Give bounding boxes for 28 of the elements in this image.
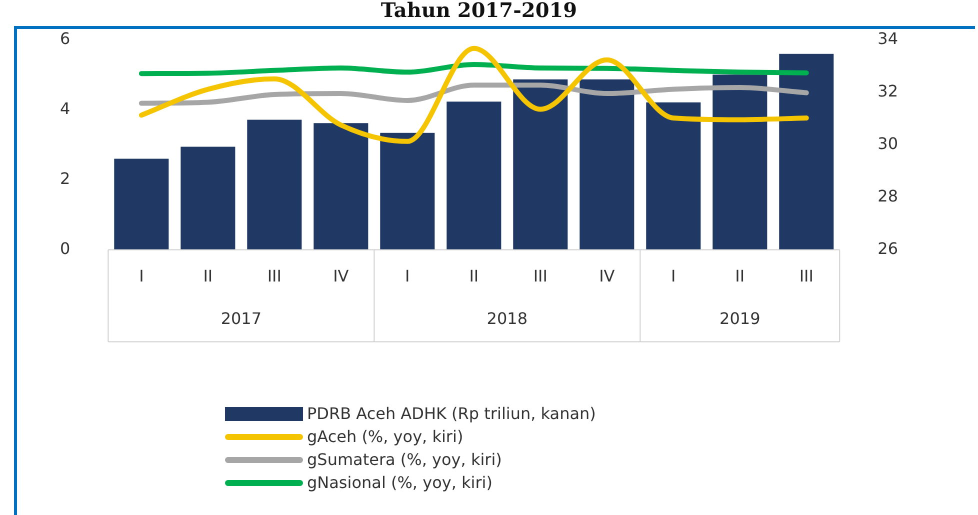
x-tick-label: I xyxy=(139,266,144,286)
text: 2017 xyxy=(220,308,262,328)
y2-tick-label: 26 xyxy=(878,238,898,258)
legend-label: PDRB Aceh ADHK (Rp triliun, kanan) xyxy=(307,404,596,423)
x-tick-label: III xyxy=(799,266,814,286)
y2-tick-label: 28 xyxy=(878,186,898,206)
x-tick-label: IV xyxy=(599,266,615,286)
x-tick-label: II xyxy=(735,266,745,286)
text: 2018 xyxy=(486,308,528,328)
y-tick-label: 2 xyxy=(60,169,70,188)
y2-tick-label: 32 xyxy=(878,82,898,101)
legend-label: gNasional (%, yoy, kiri) xyxy=(307,473,492,492)
y-tick-label: 4 xyxy=(60,99,70,118)
legend-label: gSumatera (%, yoy, kiri) xyxy=(307,450,502,469)
y-tick-label: 0 xyxy=(60,238,70,258)
x-tick-label: IV xyxy=(333,266,349,286)
x-tick-label: II xyxy=(203,266,213,286)
chart-title: Tahun 2017-2019 xyxy=(380,0,578,22)
legend-label: gAceh (%, yoy, kiri) xyxy=(307,427,464,446)
text: 2019 xyxy=(720,308,760,328)
y2-tick-label: 34 xyxy=(878,29,898,48)
y2-tick-label: 30 xyxy=(878,134,898,154)
x-tick-label: III xyxy=(533,266,548,286)
y-tick-label: 6 xyxy=(60,29,70,48)
x-tick-label: I xyxy=(405,266,410,286)
x-tick-label: II xyxy=(469,266,479,286)
x-tick-label: III xyxy=(267,266,282,286)
x-tick-label: I xyxy=(671,266,676,286)
